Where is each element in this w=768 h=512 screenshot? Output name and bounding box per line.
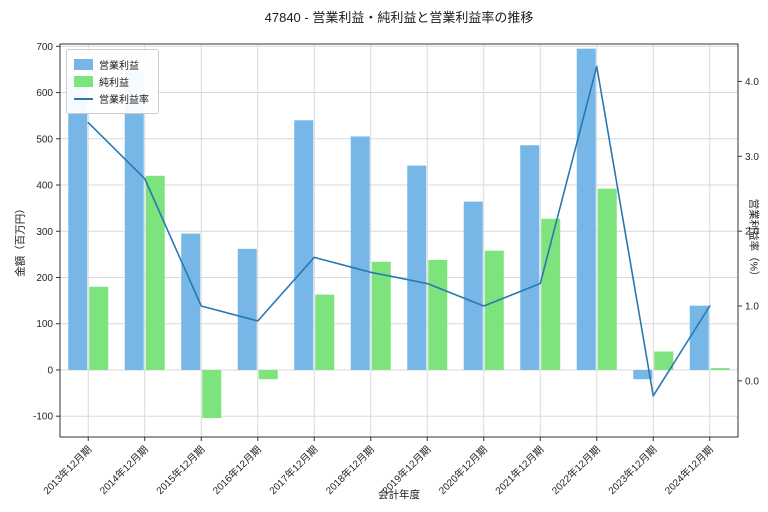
- svg-text:1.0: 1.0: [745, 302, 759, 313]
- legend-item-net-profit: 純利益: [74, 74, 149, 89]
- svg-text:3.0: 3.0: [745, 152, 759, 163]
- right-y-axis-title: 営業利益率（%）: [747, 198, 760, 282]
- legend-item-operating-margin: 営業利益率: [74, 91, 149, 106]
- svg-text:300: 300: [36, 227, 53, 238]
- legend-label-net-profit: 純利益: [99, 78, 129, 89]
- legend-swatch-operating-profit: [74, 59, 93, 70]
- left-y-axis-title: 金額（百万円）: [14, 203, 27, 277]
- legend-label-operating-margin: 営業利益率: [99, 95, 149, 106]
- legend-swatch-operating-margin: [74, 97, 93, 100]
- chart-title: 47840 - 営業利益・純利益と営業利益率の推移: [264, 10, 534, 25]
- legend-item-operating-profit: 営業利益: [74, 57, 149, 72]
- svg-text:4.0: 4.0: [745, 77, 759, 88]
- svg-text:-100: -100: [33, 412, 53, 423]
- legend-swatch-net-profit: [74, 76, 93, 87]
- x-axis-title: 会計年度: [378, 489, 420, 501]
- svg-text:200: 200: [36, 273, 53, 284]
- svg-text:500: 500: [36, 134, 53, 145]
- svg-text:600: 600: [36, 88, 53, 99]
- svg-text:0.0: 0.0: [745, 376, 759, 387]
- svg-text:700: 700: [36, 42, 53, 53]
- legend-label-operating-profit: 営業利益: [99, 61, 139, 72]
- svg-text:100: 100: [36, 319, 53, 330]
- chart-legend: 営業利益 純利益 営業利益率: [66, 49, 159, 114]
- svg-text:2.0: 2.0: [745, 227, 759, 238]
- svg-text:0: 0: [47, 365, 53, 376]
- svg-text:400: 400: [36, 181, 53, 192]
